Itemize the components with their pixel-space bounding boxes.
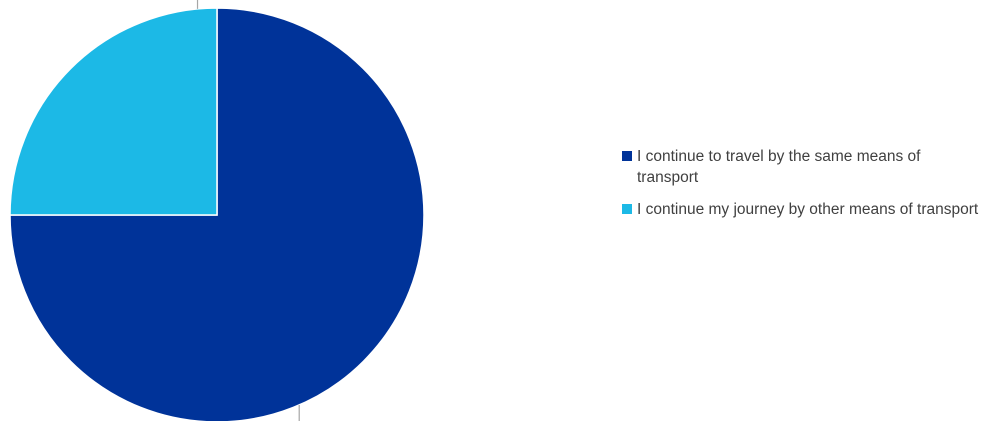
legend-item-other-means: I continue my journey by other means of … [622,199,982,220]
legend-item-same-means: I continue to travel by the same means o… [622,146,982,188]
leader-line-other-means [196,0,199,9]
legend-swatch-other-means [622,204,632,214]
legend-label-other-means: I continue my journey by other means of … [637,201,979,218]
pie-slices [9,7,425,423]
pie-slice-same-means [9,7,425,423]
legend-label-same-means: I continue to travel by the same means o… [637,148,921,186]
pie-slice-other-means [9,7,218,216]
legend-swatch-same-means [622,151,632,161]
leader-line-same-means [298,404,303,426]
chart-legend: I continue to travel by the same means o… [622,146,982,231]
